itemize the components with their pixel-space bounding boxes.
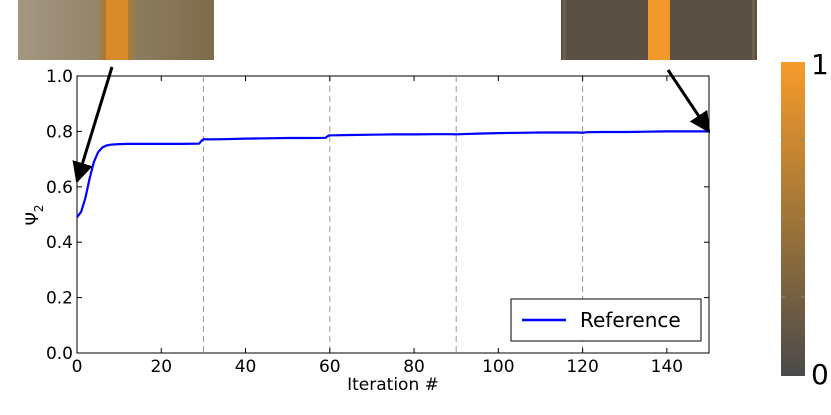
colorbar-bottom-label: 0 (811, 358, 829, 391)
legend-label: Reference (580, 308, 681, 332)
series-layer (76, 130, 709, 218)
x-tick-label: 0 (72, 357, 83, 377)
y-axis-label: Ψ2 (23, 204, 46, 225)
y-tick-label: 0.6 (46, 178, 73, 198)
y-tick-label: 0.4 (46, 233, 73, 253)
y-tick-label: 0.8 (46, 122, 73, 142)
y-tick-label: 1.0 (46, 67, 73, 87)
x-tick-label: 20 (150, 357, 172, 377)
annotation-arrow (72, 66, 114, 184)
colorbar: 1 0 (781, 48, 829, 391)
annotation-arrow (666, 69, 711, 134)
y-tick-label: 0.0 (46, 344, 73, 364)
x-tick-label: 40 (235, 357, 257, 377)
axis-ticks: 0 20 40 60 80 100 120 140 0.0 0.2 0.4 0.6 0.8 1.0 (46, 67, 709, 377)
x-tick-label: 100 (482, 357, 514, 377)
x-tick-label: 60 (319, 357, 341, 377)
legend: Reference (510, 298, 702, 342)
x-tick-label: 80 (403, 357, 425, 377)
plot-frame (76, 75, 710, 354)
final-state-image (561, 0, 757, 60)
legend-box (510, 298, 702, 342)
series-line-reference (76, 130, 709, 218)
initial-state-image (18, 0, 214, 60)
colorbar-top-label: 1 (811, 48, 829, 81)
x-axis-label: Iteration # (347, 375, 439, 395)
y-tick-label: 0.2 (46, 289, 73, 309)
annotation-arrows (72, 66, 711, 184)
x-tick-label: 120 (566, 357, 598, 377)
x-tick-label: 140 (651, 357, 683, 377)
